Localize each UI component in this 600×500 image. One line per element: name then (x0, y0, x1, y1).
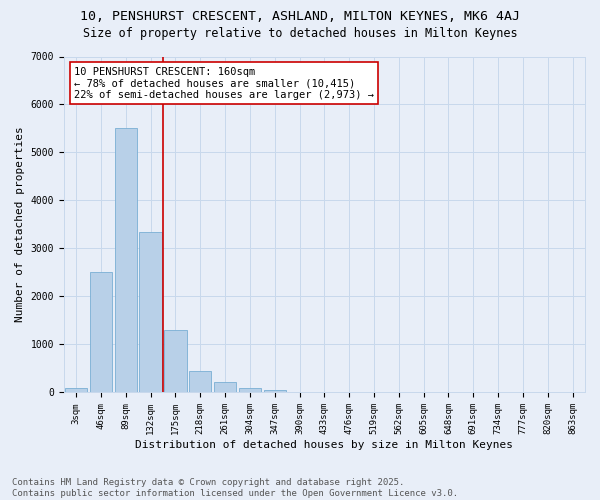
Bar (115, 128, 137, 392)
Bar (239, 388, 261, 392)
Text: Size of property relative to detached houses in Milton Keynes: Size of property relative to detached ho… (83, 28, 517, 40)
Bar (139, 232, 162, 392)
Text: Contains HM Land Registry data © Crown copyright and database right 2025.
Contai: Contains HM Land Registry data © Crown c… (12, 478, 458, 498)
Text: 10, PENSHURST CRESCENT, ASHLAND, MILTON KEYNES, MK6 4AJ: 10, PENSHURST CRESCENT, ASHLAND, MILTON … (80, 10, 520, 23)
Bar (164, 330, 187, 392)
Bar (90, 272, 112, 392)
Bar (65, 388, 88, 392)
Text: 10 PENSHURST CRESCENT: 160sqm
← 78% of detached houses are smaller (10,415)
22% : 10 PENSHURST CRESCENT: 160sqm ← 78% of d… (74, 66, 374, 100)
X-axis label: Distribution of detached houses by size in Milton Keynes: Distribution of detached houses by size … (136, 440, 514, 450)
Bar (214, 382, 236, 392)
Bar (189, 371, 211, 392)
Y-axis label: Number of detached properties: Number of detached properties (15, 126, 25, 322)
Bar (263, 390, 286, 392)
